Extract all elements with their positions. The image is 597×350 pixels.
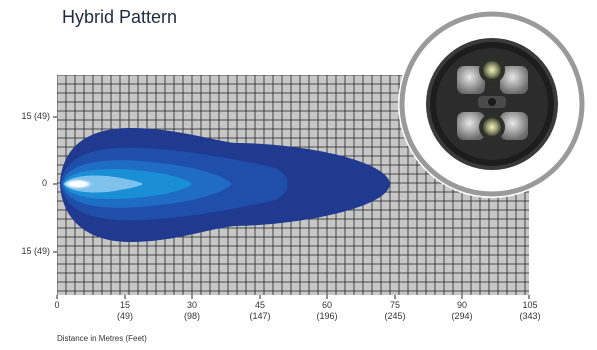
diagram-title: Hybrid Pattern bbox=[62, 7, 178, 27]
x-tick-label: 0 bbox=[54, 300, 60, 310]
x-axis-caption: Distance in Metres (Feet) bbox=[57, 334, 147, 343]
led-lamp-photo bbox=[426, 38, 558, 170]
y-tick-label-center: 0 bbox=[41, 178, 47, 188]
x-tick-label: 15 (49) bbox=[116, 300, 133, 321]
axis-ticks bbox=[53, 116, 530, 299]
x-tick-label: 60 (196) bbox=[316, 300, 338, 321]
product-photo-badge bbox=[398, 10, 586, 198]
beam-pattern bbox=[60, 128, 390, 242]
x-tick-label: 105 (343) bbox=[519, 300, 541, 321]
x-tick-label: 75 (245) bbox=[384, 300, 406, 321]
y-tick-label-lower: 15 (49) bbox=[21, 246, 50, 256]
y-tick-label-upper: 15 (49) bbox=[21, 111, 50, 121]
x-tick-label: 90 (294) bbox=[451, 300, 473, 321]
x-tick-label: 45 (147) bbox=[249, 300, 271, 321]
x-tick-label: 30 (98) bbox=[183, 300, 200, 321]
beam-hotspot bbox=[63, 179, 93, 189]
